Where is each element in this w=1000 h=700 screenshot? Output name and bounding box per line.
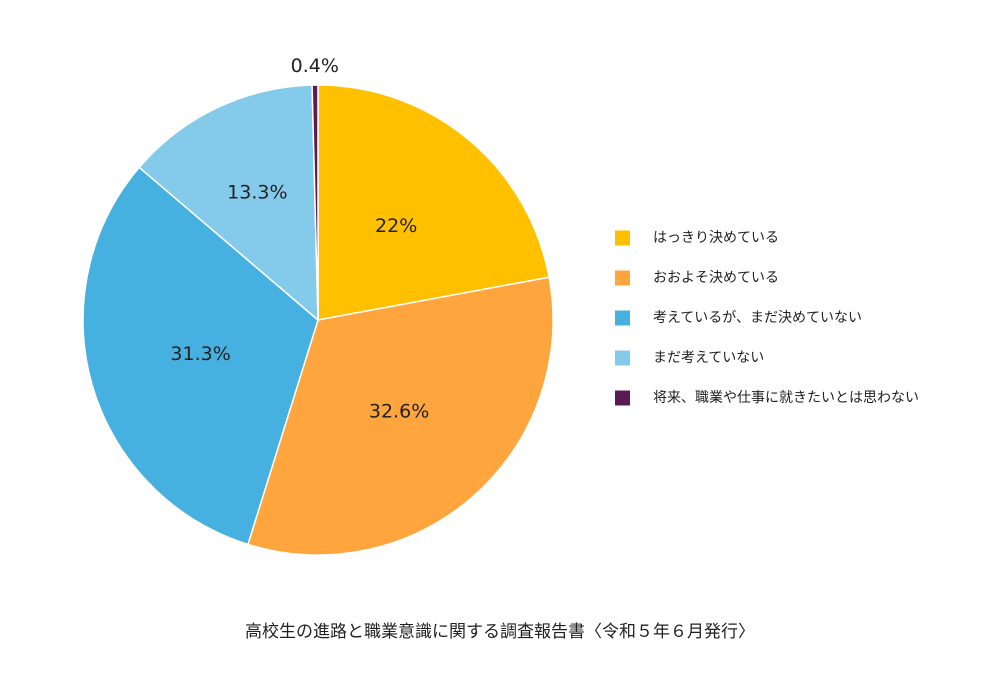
- pie-slice-5: [311, 84, 319, 321]
- pie-slice-label-1: 22%: [375, 215, 417, 237]
- pie-slice-label-4: 13.3%: [227, 182, 287, 204]
- legend-swatch-5: [615, 390, 630, 406]
- pie-slice-label-5: 0.4%: [291, 55, 339, 77]
- pie-slice-3: [82, 166, 319, 546]
- pie-slice-label-2: 32.6%: [369, 400, 429, 422]
- legend-label-3: 考えているが、まだ決めていない: [653, 310, 862, 326]
- chart-source-caption: 高校生の進路と職業意識に関する調査報告書〈令和５年６月発行〉: [245, 622, 755, 642]
- legend-swatch-2: [615, 270, 630, 286]
- pie-slice-2: [246, 276, 554, 556]
- pie-slices: [82, 84, 554, 556]
- legend-label-1: はっきり決めている: [653, 230, 779, 246]
- legend-label-5: 将来、職業や仕事に就きたいとは思わない: [653, 390, 919, 406]
- legend: はっきり決めているおおよそ決めている考えているが、まだ決めていないまだ考えていな…: [615, 230, 919, 406]
- legend-label-4: まだ考えていない: [653, 350, 764, 366]
- legend-swatch-1: [615, 230, 630, 246]
- pie-slice-1: [317, 84, 550, 321]
- legend-label-2: おおよそ決めている: [653, 270, 779, 286]
- legend-swatch-3: [615, 310, 630, 326]
- pie-slice-label-3: 31.3%: [170, 343, 230, 365]
- legend-swatch-4: [615, 350, 630, 366]
- pie-slice-4: [138, 84, 319, 322]
- pie-slice-labels: 22% 32.6% 31.3% 13.3% 0.4%: [170, 55, 429, 422]
